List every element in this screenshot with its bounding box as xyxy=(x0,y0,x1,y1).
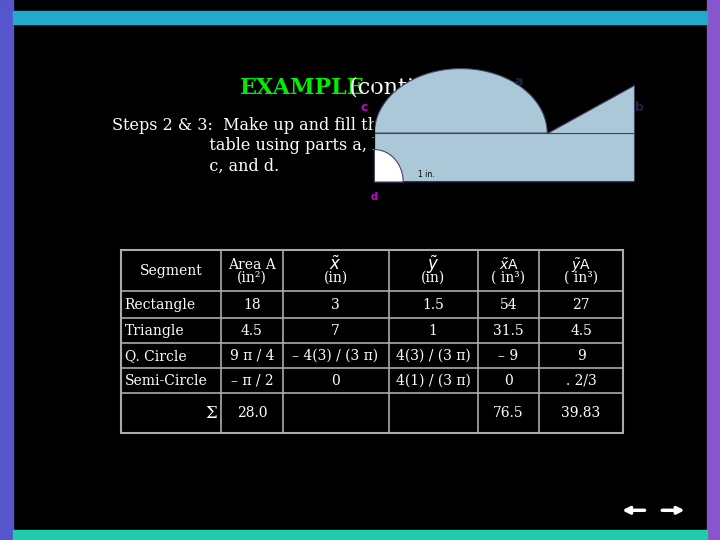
Text: 27: 27 xyxy=(572,298,590,312)
Text: 18: 18 xyxy=(243,298,261,312)
Text: Steps 2 & 3:  Make up and fill the: Steps 2 & 3: Make up and fill the xyxy=(112,117,388,133)
Text: Rectangle: Rectangle xyxy=(125,298,196,312)
Text: EXAMPLE: EXAMPLE xyxy=(240,77,364,99)
Bar xyxy=(121,250,623,433)
Text: Q. Circle: Q. Circle xyxy=(125,349,186,363)
Text: (in): (in) xyxy=(323,271,348,285)
Text: 3: 3 xyxy=(331,298,340,312)
Text: 0: 0 xyxy=(331,374,340,388)
Text: – π / 2: – π / 2 xyxy=(230,374,273,388)
Polygon shape xyxy=(374,69,547,133)
Text: Area A: Area A xyxy=(228,258,276,272)
Text: c: c xyxy=(361,100,368,114)
Text: Semi-Circle: Semi-Circle xyxy=(125,374,207,388)
Text: 4.5: 4.5 xyxy=(241,324,263,338)
Polygon shape xyxy=(374,150,403,182)
Text: 1: 1 xyxy=(428,324,438,338)
Text: 31.5: 31.5 xyxy=(493,324,524,338)
Text: d: d xyxy=(371,192,378,202)
Text: 3 in.: 3 in. xyxy=(582,196,599,205)
Text: $\tilde{x}$A: $\tilde{x}$A xyxy=(498,258,518,273)
Text: Triangle: Triangle xyxy=(125,324,184,338)
Text: a: a xyxy=(514,75,523,88)
Text: 4(3) / (3 π): 4(3) / (3 π) xyxy=(396,349,471,363)
Text: 54: 54 xyxy=(500,298,517,312)
Text: $\tilde{y}$: $\tilde{y}$ xyxy=(427,254,439,276)
Text: ( in³): ( in³) xyxy=(564,271,598,285)
Text: 76.5: 76.5 xyxy=(493,406,524,420)
Text: $\tilde{y}$A: $\tilde{y}$A xyxy=(571,256,591,274)
Text: table using parts a, b,: table using parts a, b, xyxy=(112,137,388,154)
Text: (in²): (in²) xyxy=(237,271,266,285)
Text: 0: 0 xyxy=(504,374,513,388)
Text: 6 in.: 6 in. xyxy=(452,196,469,205)
Text: 9: 9 xyxy=(577,349,585,363)
Text: (continued): (continued) xyxy=(343,77,480,99)
Text: b: b xyxy=(635,100,644,114)
Text: ( in³): ( in³) xyxy=(492,271,526,285)
Text: 7: 7 xyxy=(331,324,340,338)
Text: 9 π / 4: 9 π / 4 xyxy=(230,349,274,363)
Text: 1 in.: 1 in. xyxy=(418,170,434,179)
Text: 4.5: 4.5 xyxy=(570,324,592,338)
Text: $\tilde{x}$: $\tilde{x}$ xyxy=(329,256,342,274)
Text: 1.5: 1.5 xyxy=(422,298,444,312)
Text: – 9: – 9 xyxy=(498,349,518,363)
Text: Segment: Segment xyxy=(140,264,202,278)
Text: 39.83: 39.83 xyxy=(562,406,600,420)
Text: 28.0: 28.0 xyxy=(237,406,267,420)
Text: 4(1) / (3 π): 4(1) / (3 π) xyxy=(396,374,471,388)
Text: Σ: Σ xyxy=(205,404,217,422)
Text: – 4(3) / (3 π): – 4(3) / (3 π) xyxy=(292,349,379,363)
Polygon shape xyxy=(547,85,634,133)
Text: c, and d.: c, and d. xyxy=(112,158,279,175)
Text: x: x xyxy=(671,177,677,187)
Polygon shape xyxy=(374,133,634,182)
Text: y: y xyxy=(376,41,382,51)
Text: (in): (in) xyxy=(421,271,445,285)
Text: . 2/3: . 2/3 xyxy=(566,374,596,388)
Text: 3 in.: 3 in. xyxy=(376,157,393,166)
